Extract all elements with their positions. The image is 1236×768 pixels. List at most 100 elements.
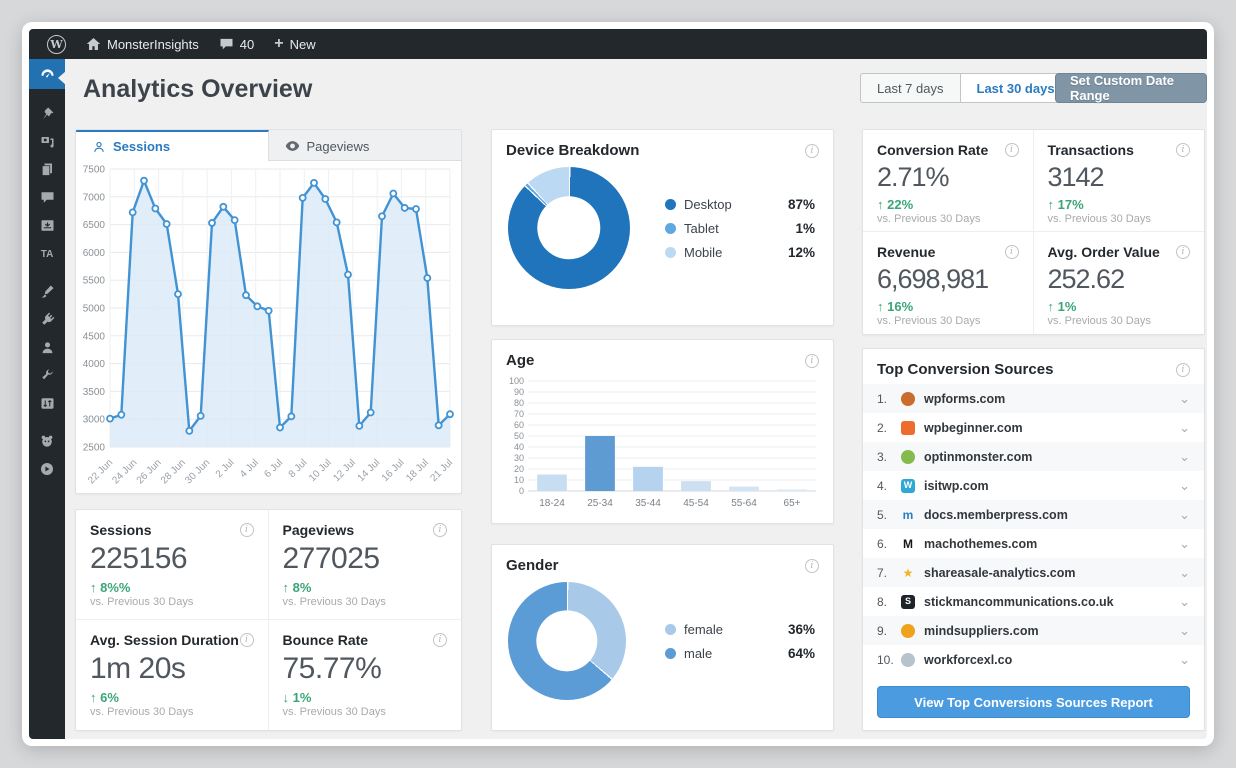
source-row[interactable]: 10. workforcexl.co ⌄ bbox=[863, 645, 1204, 674]
sidebar-item-users[interactable] bbox=[29, 333, 65, 361]
up-arrow-icon: ↑ bbox=[877, 299, 884, 314]
page-title: Analytics Overview bbox=[83, 75, 313, 103]
monster-icon bbox=[41, 435, 53, 447]
metric-avg-order-value: Avg. Order Value i 252.62 ↑ 1% vs. Previo… bbox=[1034, 232, 1205, 334]
tab-pageviews[interactable]: Pageviews bbox=[268, 130, 461, 161]
source-domain: wpforms.com bbox=[924, 391, 1006, 406]
info-icon[interactable]: i bbox=[433, 633, 447, 647]
sidebar-item-videos[interactable] bbox=[29, 455, 65, 483]
legend-dot-icon bbox=[665, 623, 676, 635]
info-icon[interactable]: i bbox=[805, 353, 819, 368]
svg-text:0: 0 bbox=[519, 486, 524, 496]
chevron-down-icon[interactable]: ⌄ bbox=[1179, 420, 1190, 435]
metric-value: 75.77% bbox=[282, 652, 382, 685]
site-favicon-icon: ★ bbox=[902, 565, 914, 580]
chevron-down-icon[interactable]: ⌄ bbox=[1179, 391, 1190, 406]
info-icon[interactable]: i bbox=[1004, 143, 1019, 157]
metric-delta: 8%% bbox=[100, 580, 131, 595]
source-row[interactable]: 2. wpbeginner.com ⌄ bbox=[863, 413, 1204, 442]
sidebar-item-pages[interactable] bbox=[29, 155, 65, 183]
legend-dot-icon bbox=[665, 198, 676, 210]
chevron-down-icon[interactable]: ⌄ bbox=[1179, 449, 1190, 464]
source-row[interactable]: 1. wpforms.com ⌄ bbox=[863, 384, 1204, 413]
source-row[interactable]: 3. optinmonster.com ⌄ bbox=[863, 442, 1204, 471]
site-favicon-icon bbox=[901, 391, 915, 406]
paintbrush-icon bbox=[41, 285, 53, 298]
source-rank: 9. bbox=[877, 623, 888, 638]
new-content-menu[interactable]: + New bbox=[264, 29, 325, 59]
svg-text:5000: 5000 bbox=[83, 304, 106, 315]
last-7-days-button[interactable]: Last 7 days bbox=[860, 73, 960, 103]
chevron-down-icon[interactable]: ⌄ bbox=[1179, 594, 1190, 609]
wp-logo-menu[interactable]: W bbox=[37, 29, 76, 59]
sidebar-item-comments[interactable] bbox=[29, 183, 65, 211]
sidebar-item-plugins[interactable] bbox=[29, 305, 65, 333]
svg-text:4000: 4000 bbox=[83, 359, 106, 370]
age-bar-chart: 0 10 20 30 40 50 60 70 80 90 100 18-24 25-34 35-44 45-… bbox=[492, 375, 833, 526]
source-row[interactable]: 5. m docs.memberpress.com ⌄ bbox=[863, 500, 1204, 529]
metric-note: vs. Previous 30 Days bbox=[282, 596, 386, 608]
eye-icon bbox=[285, 141, 299, 151]
info-icon[interactable]: i bbox=[1004, 245, 1019, 259]
sidebar-item-media[interactable] bbox=[29, 127, 65, 155]
sidebar-item-monsterinsights[interactable] bbox=[29, 427, 65, 455]
svg-text:10 Jul: 10 Jul bbox=[307, 457, 334, 484]
commerce-metrics-card: Conversion Rate i 2.71% ↑ 22% vs. Previou… bbox=[862, 129, 1205, 335]
svg-text:65+: 65+ bbox=[784, 498, 801, 509]
source-rank: 10. bbox=[877, 652, 894, 667]
source-rank: 2. bbox=[877, 420, 888, 435]
metric-note: vs. Previous 30 Days bbox=[1047, 315, 1151, 327]
chevron-down-icon[interactable]: ⌄ bbox=[1179, 478, 1190, 493]
set-custom-date-range-button[interactable]: Set Custom Date Range bbox=[1055, 73, 1207, 103]
info-icon[interactable]: i bbox=[433, 523, 447, 537]
plug-icon bbox=[41, 312, 54, 325]
svg-text:18-24: 18-24 bbox=[539, 498, 565, 509]
chevron-down-icon[interactable]: ⌄ bbox=[1179, 565, 1190, 580]
sidebar-item-tools[interactable] bbox=[29, 361, 65, 389]
metric-note: vs. Previous 30 Days bbox=[90, 706, 194, 718]
info-icon[interactable]: i bbox=[239, 633, 254, 647]
metric-delta: 17% bbox=[1057, 197, 1084, 212]
metric-label: Transactions bbox=[1047, 142, 1134, 158]
info-icon[interactable]: i bbox=[805, 143, 819, 158]
info-icon[interactable]: i bbox=[1176, 143, 1190, 157]
source-row[interactable]: 9. mindsuppliers.com ⌄ bbox=[863, 616, 1204, 645]
sidebar-item-ta[interactable]: TA bbox=[29, 239, 65, 267]
svg-text:5500: 5500 bbox=[83, 276, 106, 287]
sessions-chart-card: Sessions Pageviews 2500 3000 3500 4000 4500 5… bbox=[75, 129, 462, 494]
info-icon[interactable]: i bbox=[239, 523, 254, 537]
up-arrow-icon: ↑ bbox=[1047, 197, 1055, 212]
tab-sessions[interactable]: Sessions bbox=[76, 130, 269, 161]
up-arrow-icon: ↑ bbox=[90, 690, 97, 705]
last-30-days-button[interactable]: Last 30 days bbox=[959, 73, 1072, 103]
info-icon[interactable]: i bbox=[805, 558, 819, 573]
info-icon[interactable]: i bbox=[1176, 245, 1190, 259]
metric-label: Revenue bbox=[877, 244, 936, 260]
sidebar-item-downloads[interactable] bbox=[29, 211, 65, 239]
metric-conversion-rate: Conversion Rate i 2.71% ↑ 22% vs. Previou… bbox=[863, 130, 1034, 232]
legend-value: 64% bbox=[787, 645, 815, 661]
view-top-conversions-report-button[interactable]: View Top Conversions Sources Report bbox=[877, 686, 1190, 718]
chevron-down-icon[interactable]: ⌄ bbox=[1179, 507, 1190, 522]
source-row[interactable]: 7. ★ shareasale-analytics.com ⌄ bbox=[863, 558, 1204, 587]
up-arrow-icon: ↑ bbox=[90, 580, 97, 595]
sidebar-item-appearance[interactable] bbox=[29, 277, 65, 305]
sidebar-item-posts[interactable] bbox=[29, 99, 65, 127]
chevron-down-icon[interactable]: ⌄ bbox=[1179, 652, 1190, 667]
browser-window: W MonsterInsights 40 + New bbox=[22, 22, 1214, 746]
svg-text:14 Jul: 14 Jul bbox=[356, 457, 383, 484]
legend-item: Tablet 1% bbox=[665, 221, 815, 236]
svg-text:7000: 7000 bbox=[83, 192, 106, 203]
svg-text:21 Jul: 21 Jul bbox=[428, 457, 455, 484]
comments-menu[interactable]: 40 bbox=[209, 29, 264, 59]
source-rank: 5. bbox=[877, 507, 888, 522]
info-icon[interactable]: i bbox=[1176, 362, 1190, 377]
site-menu[interactable]: MonsterInsights bbox=[76, 29, 209, 59]
sidebar-item-settings[interactable] bbox=[29, 389, 65, 417]
chevron-down-icon[interactable]: ⌄ bbox=[1179, 623, 1190, 638]
chevron-down-icon[interactable]: ⌄ bbox=[1179, 536, 1190, 551]
chart-tabs: Sessions Pageviews bbox=[76, 130, 461, 161]
